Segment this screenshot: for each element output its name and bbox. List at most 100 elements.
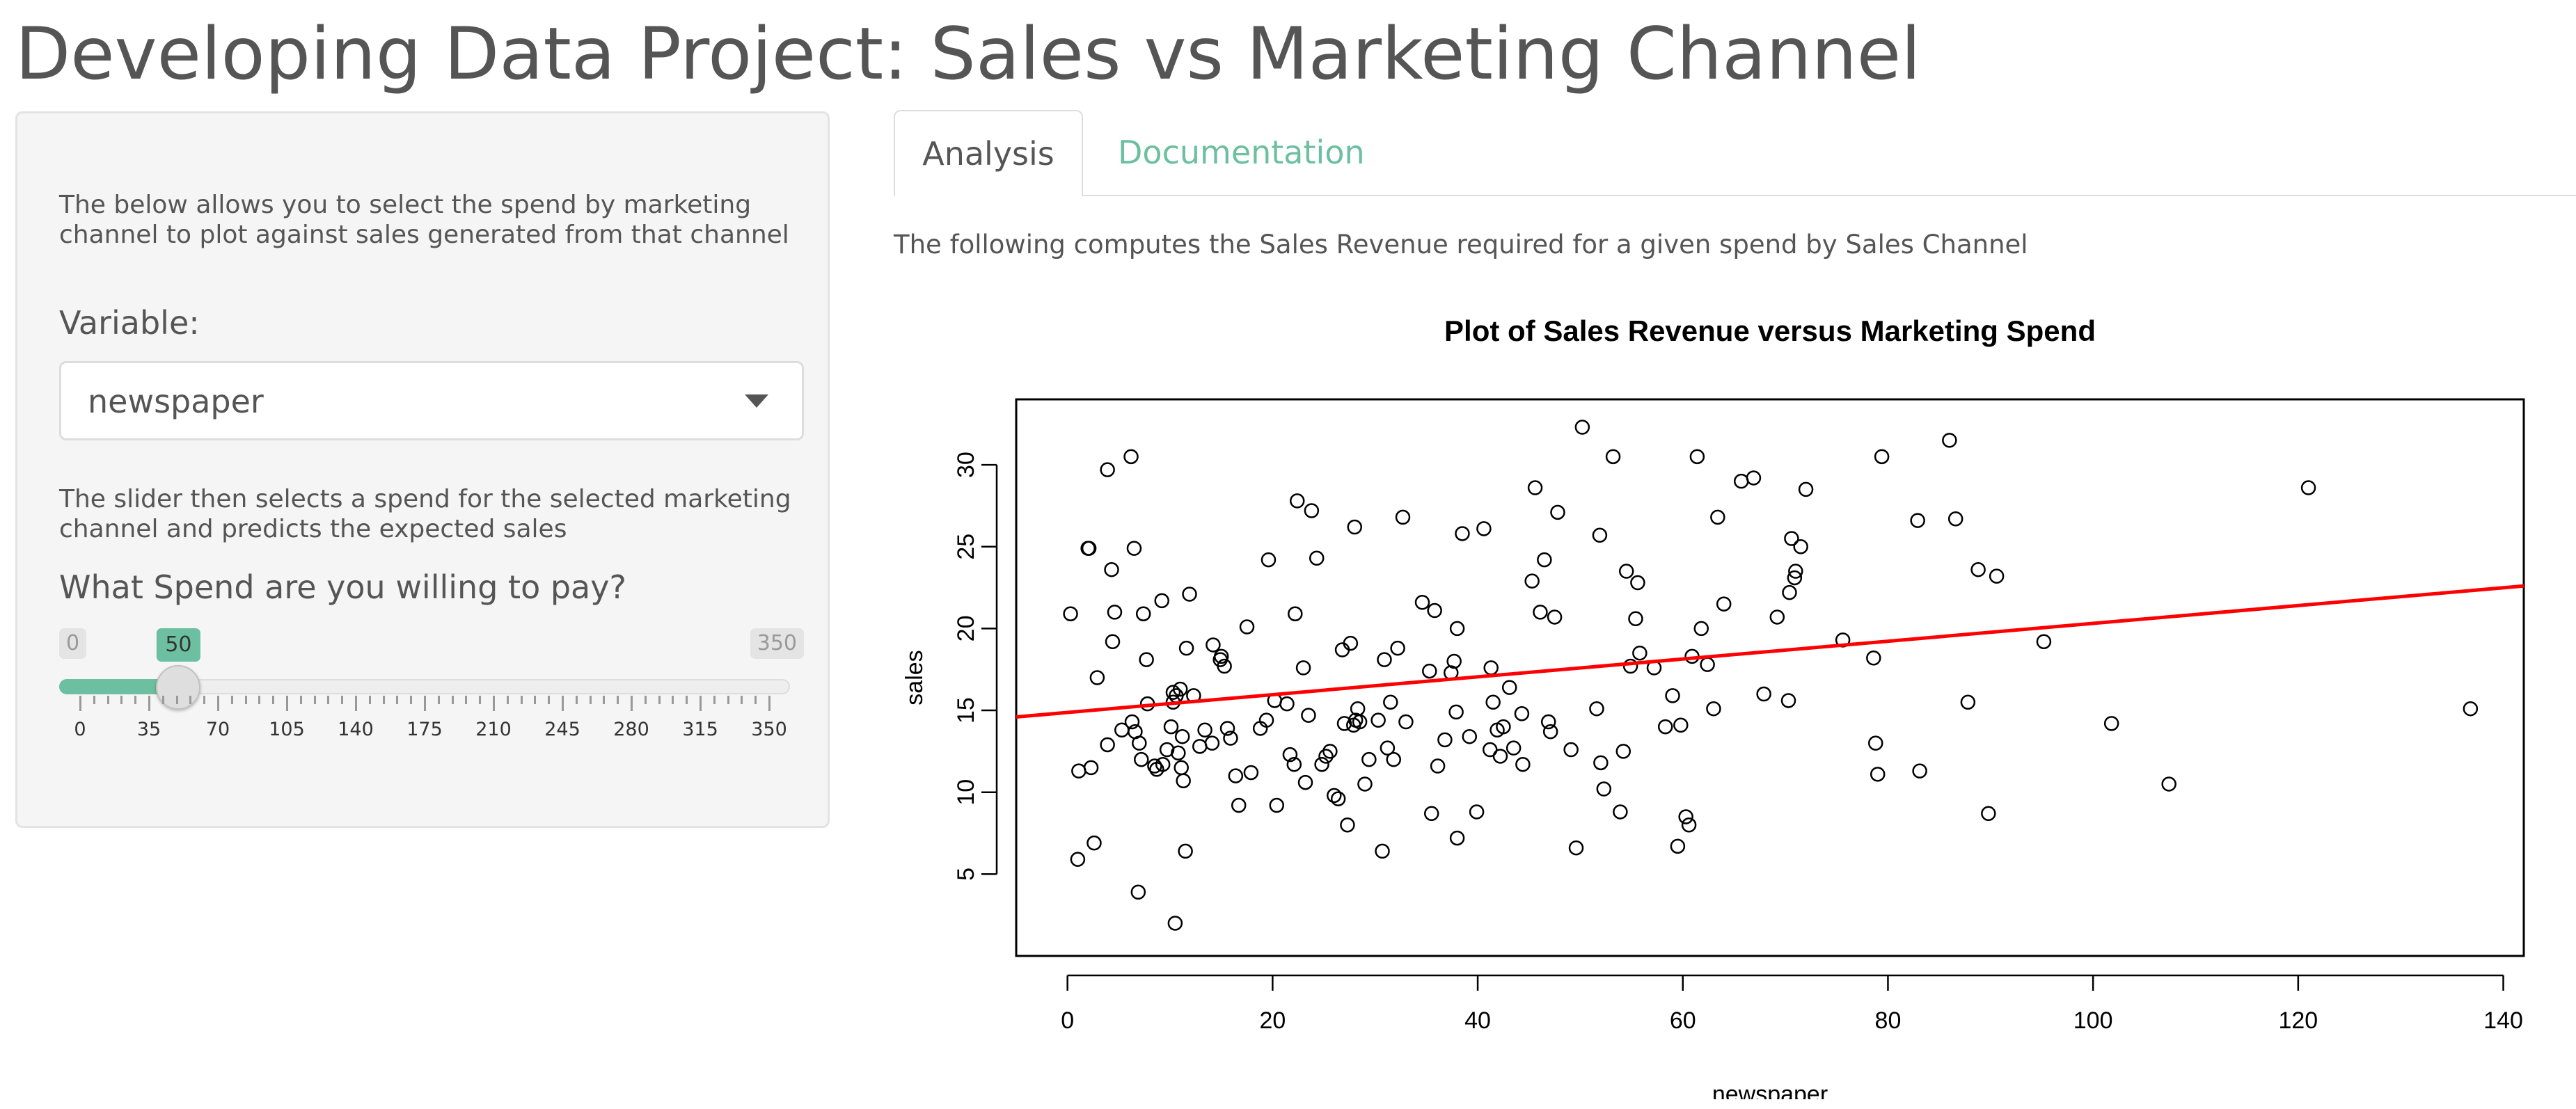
data-point [1343,635,1359,651]
data-point [1960,694,1976,710]
data-point [1104,561,1119,577]
tab-documentation[interactable]: Documentation [1118,134,1365,171]
data-point [1124,714,1140,730]
data-point [1139,652,1154,667]
data-point [1314,756,1329,772]
data-point [1673,717,1689,733]
slider-tick-label: 210 [475,719,512,740]
data-point [1132,735,1147,751]
data-point [1383,694,1398,710]
slider-minor-tick [161,696,164,704]
data-point [1167,916,1183,931]
data-point [2103,716,2119,731]
page-title: Developing Data Project: Sales vs Market… [15,13,1921,96]
slider-major-tick [148,696,150,711]
data-point [1100,462,1115,477]
scatter-plot: Plot of Sales Revenue versus Marketing S… [894,299,2571,1108]
slider-major-tick [79,696,81,711]
chevron-down-icon[interactable] [745,394,768,408]
data-point [1678,809,1693,824]
data-point [1448,704,1464,720]
slider-major-tick [355,696,357,711]
data-point [1357,776,1373,792]
slider-minor-tick [134,696,137,704]
data-point [1295,660,1311,676]
data-point [1173,681,1188,697]
data-point [1243,765,1259,781]
tab-analysis[interactable]: Analysis [894,110,1083,196]
data-point [1147,758,1162,774]
x-tick-label: 80 [1875,1007,1902,1034]
x-tick-label: 100 [2073,1007,2113,1034]
data-point [1086,835,1102,851]
tab-bar-border [894,195,2576,196]
data-point [1788,564,1803,579]
y-tick-label: 30 [953,452,979,478]
data-point [1261,552,1277,568]
data-point [1622,658,1638,674]
data-point [1618,564,1634,579]
data-point [1689,449,1705,465]
slider-minor-tick [520,696,523,704]
data-point [1361,751,1377,767]
variable-select[interactable]: newspaper [59,361,804,440]
data-point [1336,716,1352,731]
slider-minor-tick [672,696,674,704]
data-point [1178,843,1193,859]
slider-minor-tick [120,696,123,704]
slider-tick-label: 175 [406,719,443,740]
data-point [1593,755,1609,771]
slider-minor-tick [465,696,468,704]
variable-label: Variable: [59,304,200,342]
data-point [1506,740,1522,756]
y-tick-label: 10 [953,779,979,806]
data-point [1485,694,1501,710]
slider-minor-tick [244,696,247,704]
data-point [1269,797,1285,813]
data-point [1105,634,1121,649]
data-point [1297,774,1313,790]
data-point [1370,712,1386,728]
data-point [1746,470,1762,486]
slider-minor-tick [410,696,413,704]
data-point [1874,449,1890,465]
data-point [1657,719,1673,735]
data-point [1427,603,1442,619]
spend-slider[interactable]: 0 350 50 0 35 70 105 140 175 210 245 280 315 350 [59,628,804,740]
data-point [1213,648,1229,664]
data-point [1533,605,1548,620]
data-point [1592,527,1608,543]
slider-major-tick [700,696,702,711]
data-point [1483,660,1499,676]
x-tick-label: 20 [1259,1007,1286,1034]
data-point [1615,744,1631,759]
slider-minor-tick [658,696,661,704]
data-point [1231,797,1247,813]
chart-title: Plot of Sales Revenue versus Marketing S… [1444,314,2096,347]
data-point [1422,663,1437,679]
data-point [1787,570,1803,586]
data-point [1089,670,1105,685]
slider-minor-tick [727,696,729,704]
data-point [1989,568,2005,584]
data-point [1437,732,1453,748]
data-point [1793,539,1808,554]
data-point [1947,511,1963,527]
data-point [1178,640,1194,656]
slider-minor-tick [189,696,192,704]
slider-minor-tick [299,696,302,704]
data-point [1192,739,1208,754]
data-point [1455,526,1470,541]
y-tick-label: 5 [953,868,979,881]
data-point [1798,481,1814,497]
data-point [1469,804,1485,820]
data-point [1550,504,1565,520]
plot-frame [1015,398,2525,957]
data-point [1282,747,1298,763]
slider-minor-tick [754,696,757,704]
data-point [1492,749,1508,764]
data-point [1081,541,1097,556]
data-point [1380,740,1396,756]
data-point [1217,658,1232,674]
data-point [1632,645,1647,661]
